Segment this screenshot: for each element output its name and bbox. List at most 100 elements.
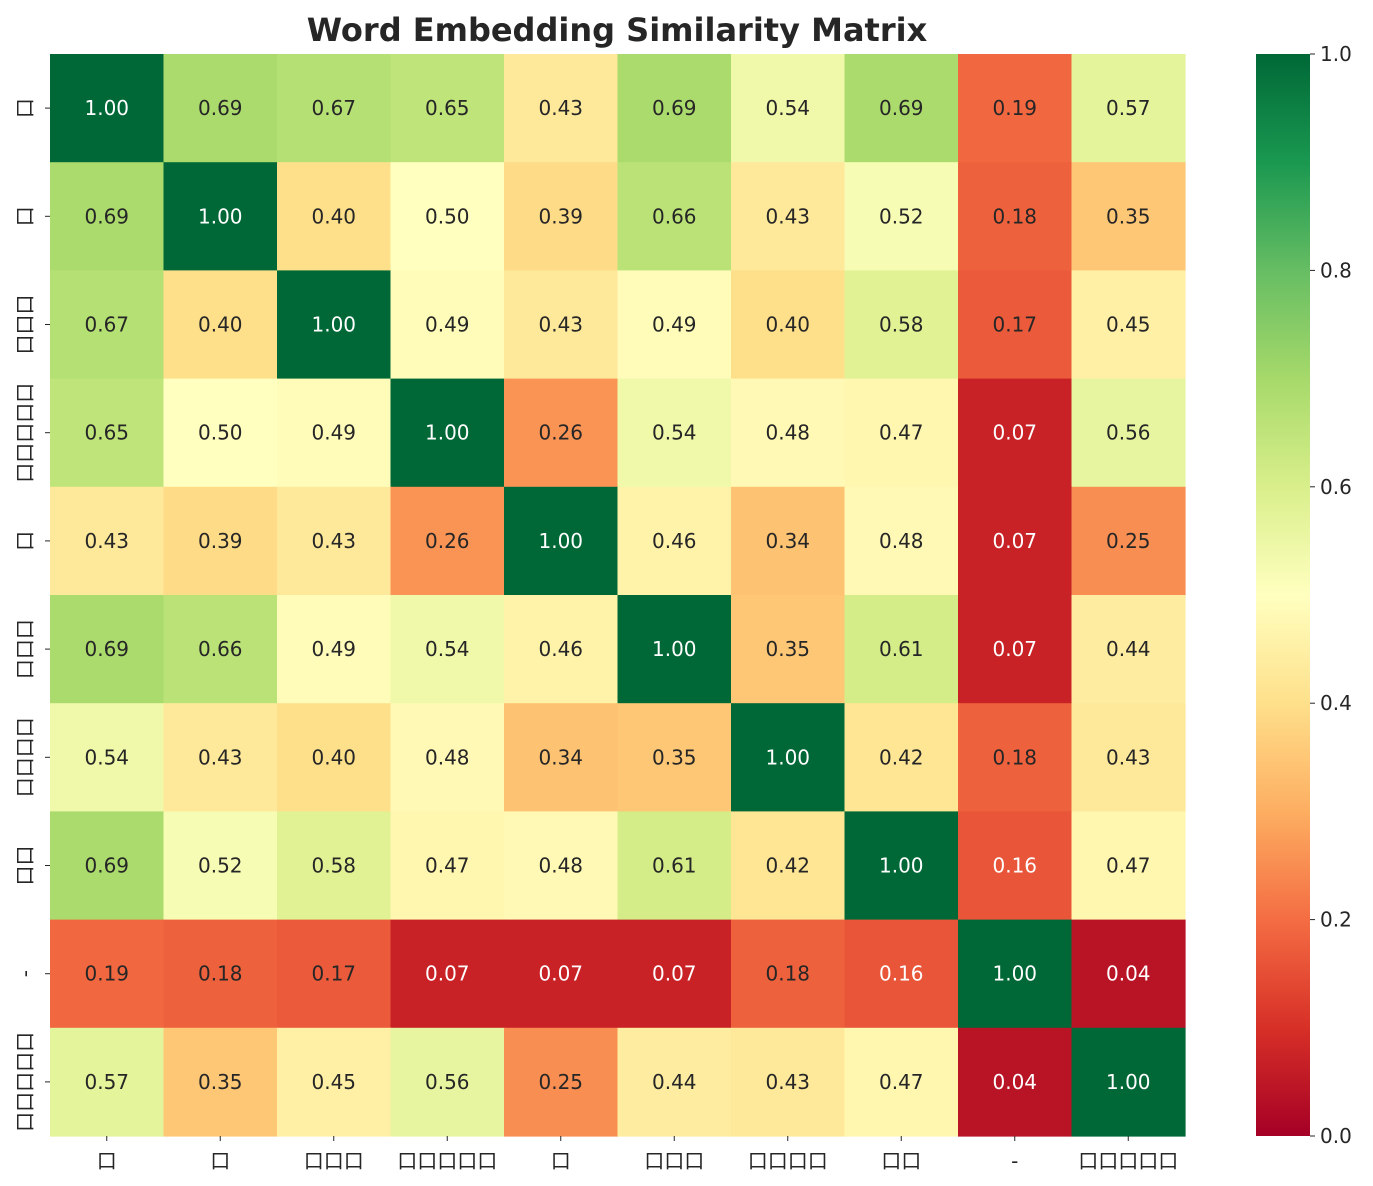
cell-value-label-5-7: 0.61 xyxy=(879,637,924,661)
cell-value-label-6-4: 0.34 xyxy=(538,745,583,769)
heatmap-cell-8-3 xyxy=(390,919,505,1029)
heatmap-cell-2-2 xyxy=(277,270,392,380)
heatmap-cell-4-8 xyxy=(958,486,1073,596)
cell-value-label-0-1: 0.69 xyxy=(198,96,243,120)
cell-value-label-3-7: 0.47 xyxy=(879,421,924,445)
heatmap-cell-3-5 xyxy=(617,378,732,488)
heatmap-cell-7-5 xyxy=(617,811,732,921)
heatmap-cell-1-9 xyxy=(1071,162,1186,271)
cell-value-label-4-9: 0.25 xyxy=(1106,529,1151,553)
heatmap-cell-9-1 xyxy=(163,1027,278,1137)
heatmap-cell-9-4 xyxy=(504,1027,619,1137)
cell-value-label-7-9: 0.47 xyxy=(1106,854,1151,878)
cell-value-label-3-6: 0.48 xyxy=(765,421,810,445)
heatmap-cell-3-6 xyxy=(731,378,846,488)
heatmap-cell-6-6 xyxy=(731,703,846,812)
heatmap-cell-8-4 xyxy=(504,919,619,1029)
cell-value-label-9-8: 0.04 xyxy=(992,1070,1037,1094)
cell-value-label-0-7: 0.69 xyxy=(879,96,924,120)
colorbar-tick-label-1: 0.2 xyxy=(1320,908,1352,932)
cell-value-label-7-0: 0.69 xyxy=(84,854,129,878)
heatmap-cell-1-3 xyxy=(390,162,505,271)
cell-value-label-6-7: 0.42 xyxy=(879,745,924,769)
heatmap-cells: 1.00 0.69 0.67 0.65 0.43 0.69 0.54 0.69 0.19 0.57… xyxy=(50,54,1186,1137)
heatmap-cell-6-9 xyxy=(1071,703,1186,812)
heatmap-cell-9-5 xyxy=(617,1027,732,1137)
heatmap-cell-2-5 xyxy=(617,270,732,380)
heatmap-cell-7-6 xyxy=(731,811,846,921)
cell-value-label-8-7: 0.16 xyxy=(879,962,924,986)
y-tick-label-7: 口口 xyxy=(13,846,37,886)
heatmap-cell-1-0 xyxy=(50,162,165,271)
colorbar-tick-label-2: 0.4 xyxy=(1320,691,1352,715)
heatmap-cell-7-9 xyxy=(1071,811,1186,921)
x-tick-label-4: 口 xyxy=(551,1149,571,1173)
cell-value-label-7-2: 0.58 xyxy=(311,854,356,878)
heatmap-cell-8-9 xyxy=(1071,919,1186,1029)
cell-value-label-8-2: 0.17 xyxy=(311,962,356,986)
heatmap-cell-4-0 xyxy=(50,486,165,596)
cell-value-label-9-9: 1.00 xyxy=(1106,1070,1151,1094)
heatmap-cell-8-0 xyxy=(50,919,165,1029)
cell-value-label-1-1: 1.00 xyxy=(198,204,243,228)
colorbar-tick-label-5: 1.0 xyxy=(1320,42,1352,66)
cell-value-label-5-8: 0.07 xyxy=(992,637,1037,661)
heatmap-cell-1-5 xyxy=(617,162,732,271)
cell-value-label-6-5: 0.35 xyxy=(652,745,697,769)
cell-value-label-9-6: 0.43 xyxy=(765,1070,810,1094)
heatmap-cell-7-4 xyxy=(504,811,619,921)
cell-value-label-0-0: 1.00 xyxy=(84,96,129,120)
heatmap-cell-5-7 xyxy=(844,595,959,704)
heatmap-cell-4-7 xyxy=(844,486,959,596)
heatmap-cell-4-9 xyxy=(1071,486,1186,596)
cell-value-label-4-6: 0.34 xyxy=(765,529,810,553)
heatmap-cell-2-0 xyxy=(50,270,165,380)
cell-value-label-2-1: 0.40 xyxy=(198,313,243,337)
cell-value-label-5-6: 0.35 xyxy=(765,637,810,661)
heatmap-cell-9-2 xyxy=(277,1027,392,1137)
cell-value-label-7-5: 0.61 xyxy=(652,854,697,878)
heatmap-cell-3-7 xyxy=(844,378,959,488)
heatmap-cell-0-2 xyxy=(277,54,392,163)
heatmap-cell-1-8 xyxy=(958,162,1073,271)
cell-value-label-5-5: 1.00 xyxy=(652,637,697,661)
heatmap-cell-6-4 xyxy=(504,703,619,812)
cell-value-label-9-0: 0.57 xyxy=(84,1070,129,1094)
heatmap-cell-8-6 xyxy=(731,919,846,1029)
heatmap-cell-0-0 xyxy=(50,54,165,163)
cell-value-label-1-7: 0.52 xyxy=(879,204,924,228)
heatmap-cell-8-2 xyxy=(277,919,392,1029)
heatmap-cell-9-3 xyxy=(390,1027,505,1137)
cell-value-label-4-4: 1.00 xyxy=(538,529,583,553)
heatmap-cell-0-1 xyxy=(163,54,278,163)
heatmap-cell-4-4 xyxy=(504,486,619,596)
cell-value-label-7-6: 0.42 xyxy=(765,854,810,878)
x-axis-ticks: 口口口口口 口口口口口口口口口 口口口口 口口 - 口口口口口 xyxy=(97,1136,1178,1173)
cell-value-label-2-2: 1.00 xyxy=(311,313,356,337)
cell-value-label-1-3: 0.50 xyxy=(425,204,470,228)
colorbar: 0.0 0.2 0.4 0.6 0.8 1.0 xyxy=(1256,42,1352,1148)
cell-value-label-2-9: 0.45 xyxy=(1106,313,1151,337)
cell-value-label-3-5: 0.54 xyxy=(652,421,697,445)
colorbar-tick-label-3: 0.6 xyxy=(1320,475,1352,499)
cell-value-label-0-8: 0.19 xyxy=(992,96,1037,120)
cell-value-label-2-7: 0.58 xyxy=(879,313,924,337)
x-tick-label-6: 口口口口 xyxy=(748,1149,828,1173)
cell-value-label-7-7: 1.00 xyxy=(879,854,924,878)
cell-value-label-7-8: 0.16 xyxy=(992,854,1037,878)
heatmap-cell-6-8 xyxy=(958,703,1073,812)
colorbar-tick-label-0: 0.0 xyxy=(1320,1124,1352,1148)
cell-value-label-9-4: 0.25 xyxy=(538,1070,583,1094)
cell-value-label-4-3: 0.26 xyxy=(425,529,470,553)
heatmap-cell-9-6 xyxy=(731,1027,846,1137)
heatmap-cell-9-7 xyxy=(844,1027,959,1137)
heatmap-cell-8-1 xyxy=(163,919,278,1029)
cell-value-label-6-1: 0.43 xyxy=(198,745,243,769)
cell-value-label-5-0: 0.69 xyxy=(84,637,129,661)
heatmap-cell-1-1 xyxy=(163,162,278,271)
y-tick-label-9: 口口口口口 xyxy=(13,1032,37,1132)
heatmap-cell-1-7 xyxy=(844,162,959,271)
cell-value-label-6-6: 1.00 xyxy=(765,745,810,769)
